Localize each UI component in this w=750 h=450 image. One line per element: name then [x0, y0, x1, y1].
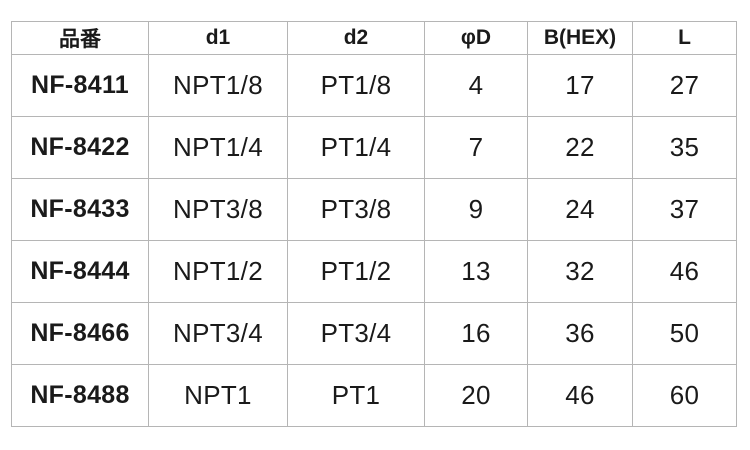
cell-phi-d: 20 [424, 364, 528, 427]
cell-phi-d: 7 [424, 116, 528, 179]
table-row: NF-8411 NPT1/8 PT1/8 4 17 27 [11, 54, 737, 117]
cell-part-number: NF-8422 [11, 116, 149, 179]
cell-phi-d: 16 [424, 302, 528, 365]
cell-phi-d: 9 [424, 178, 528, 241]
table-row: NF-8422 NPT1/4 PT1/4 7 22 35 [11, 116, 737, 179]
cell-b-hex: 46 [527, 364, 633, 427]
cell-phi-d: 4 [424, 54, 528, 117]
cell-b-hex: 32 [527, 240, 633, 303]
header-l: L [632, 21, 737, 55]
cell-l: 37 [632, 178, 737, 241]
cell-d2: PT1/8 [287, 54, 425, 117]
cell-l: 27 [632, 54, 737, 117]
cell-d2: PT1/2 [287, 240, 425, 303]
header-row: 品番 d1 d2 φD B(HEX) L [11, 21, 737, 55]
cell-d1: NPT3/8 [148, 178, 288, 241]
cell-part-number: NF-8488 [11, 364, 149, 427]
cell-d2: PT1 [287, 364, 425, 427]
cell-d2: PT3/4 [287, 302, 425, 365]
cell-d2: PT1/4 [287, 116, 425, 179]
cell-part-number: NF-8466 [11, 302, 149, 365]
cell-d1: NPT1/8 [148, 54, 288, 117]
header-d2: d2 [287, 21, 425, 55]
cell-l: 35 [632, 116, 737, 179]
cell-part-number: NF-8433 [11, 178, 149, 241]
cell-part-number: NF-8411 [11, 54, 149, 117]
cell-b-hex: 36 [527, 302, 633, 365]
cell-d1: NPT3/4 [148, 302, 288, 365]
table-row: NF-8488 NPT1 PT1 20 46 60 [11, 364, 737, 427]
cell-d1: NPT1 [148, 364, 288, 427]
table-row: NF-8433 NPT3/8 PT3/8 9 24 37 [11, 178, 737, 241]
spec-table: 品番 d1 d2 φD B(HEX) L NF-8411 NPT1/8 PT1/8 4… [11, 21, 737, 427]
cell-d2: PT3/8 [287, 178, 425, 241]
header-d1: d1 [148, 21, 288, 55]
cell-b-hex: 24 [527, 178, 633, 241]
cell-part-number: NF-8444 [11, 240, 149, 303]
cell-d1: NPT1/2 [148, 240, 288, 303]
cell-l: 50 [632, 302, 737, 365]
header-phi-d: φD [424, 21, 528, 55]
cell-b-hex: 22 [527, 116, 633, 179]
header-b-hex: B(HEX) [527, 21, 633, 55]
table-row: NF-8466 NPT3/4 PT3/4 16 36 50 [11, 302, 737, 365]
table-row: NF-8444 NPT1/2 PT1/2 13 32 46 [11, 240, 737, 303]
cell-d1: NPT1/4 [148, 116, 288, 179]
cell-b-hex: 17 [527, 54, 633, 117]
cell-phi-d: 13 [424, 240, 528, 303]
header-part-number: 品番 [11, 21, 149, 55]
cell-l: 46 [632, 240, 737, 303]
cell-l: 60 [632, 364, 737, 427]
